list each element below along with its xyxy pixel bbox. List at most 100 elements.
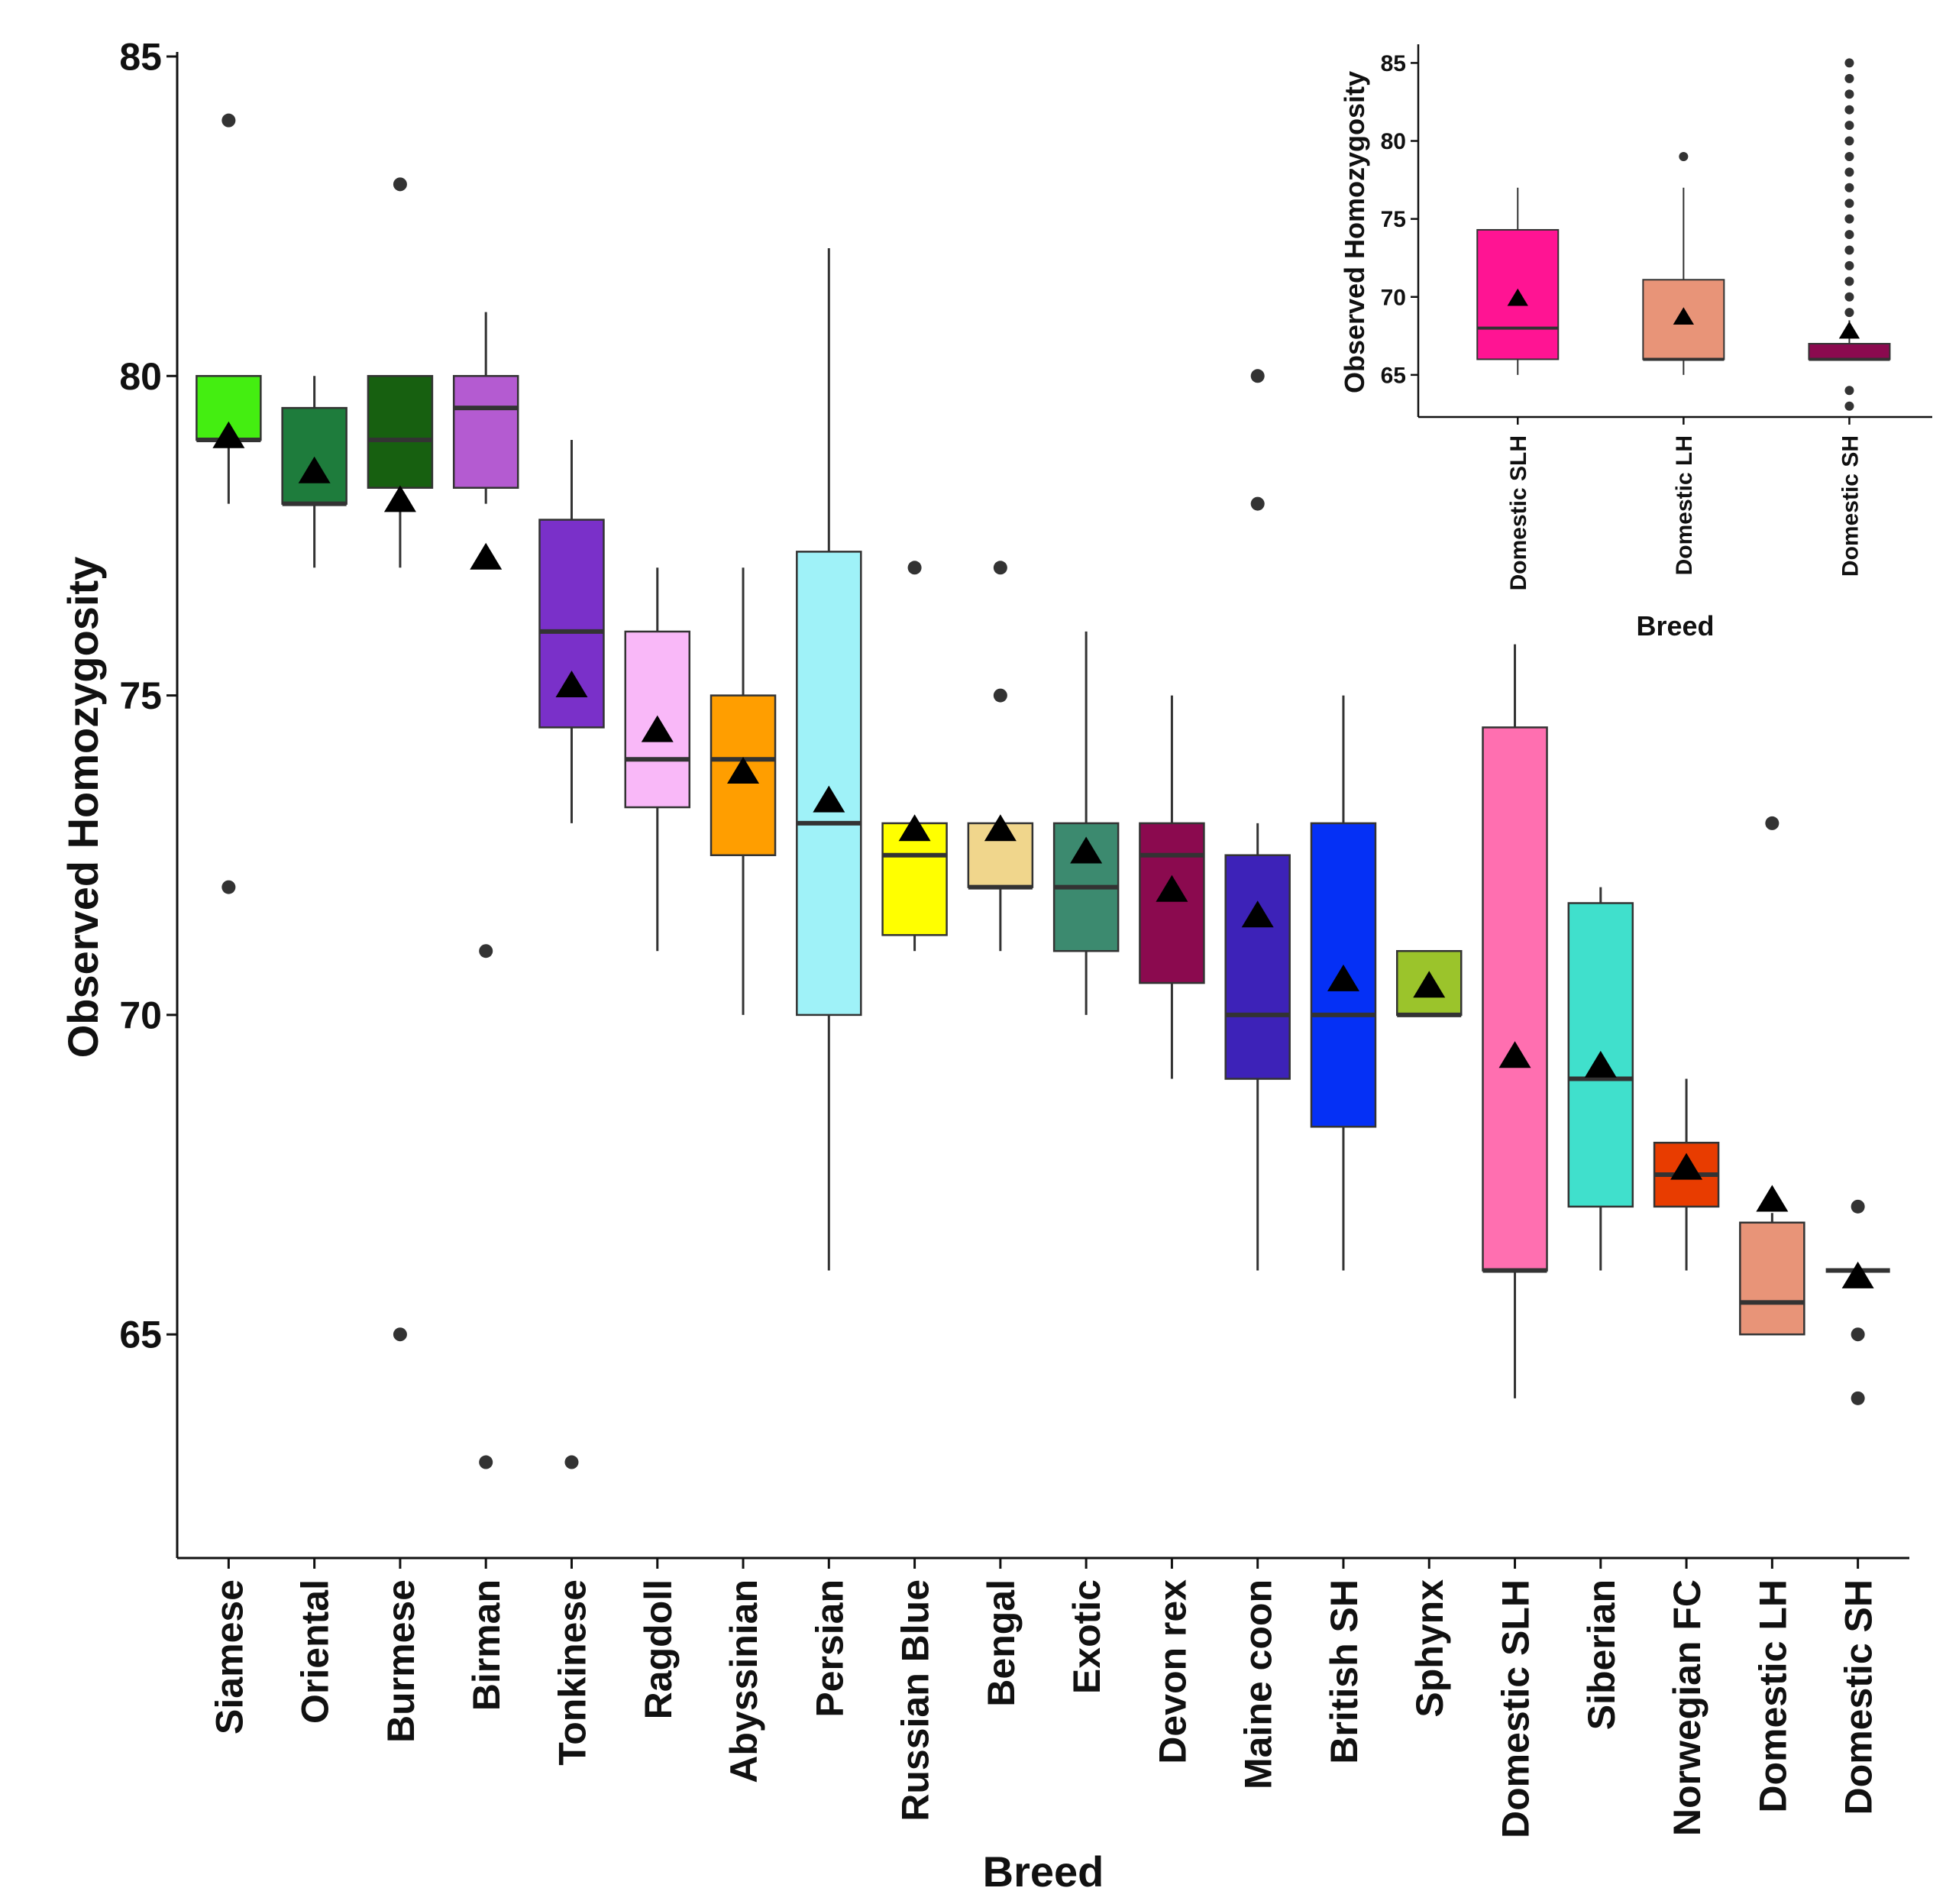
inset-outlier-domestic-sh [1844, 230, 1854, 240]
main-outlier-bengal [993, 688, 1007, 703]
main-box-birman [452, 375, 519, 489]
inset-mean-marker-domestic-lh [1673, 307, 1695, 325]
main-mean-marker-tonkinese [555, 671, 588, 698]
main-box-domestic-slh [1482, 726, 1548, 1272]
inset-outlier-domestic-sh [1844, 308, 1854, 318]
main-outlier-birman [479, 944, 493, 958]
main-mean-marker-sphynx [1413, 971, 1446, 998]
main-outlier-maine-coon [1250, 369, 1265, 383]
main-category-label-bengal: Bengal [980, 1579, 1023, 1707]
main-category-label-maine-coon: Maine coon [1237, 1579, 1280, 1789]
main-category-label-devon-rex: Devon rex [1151, 1579, 1194, 1764]
inset-outlier-domestic-sh [1844, 214, 1854, 224]
inset-outlier-domestic-sh [1844, 121, 1854, 131]
inset-outlier-domestic-sh [1844, 167, 1854, 177]
main-y-axis-title: Observed Homozygosity [59, 557, 107, 1059]
main-mean-marker-bengal [984, 814, 1017, 842]
main-outlier-bengal [993, 561, 1007, 575]
inset-box-domestic-sh [1808, 343, 1891, 360]
inset-y-tick-label: 85 [1381, 51, 1406, 76]
main-box-devon-rex [1139, 822, 1205, 984]
main-outlier-siamese [221, 880, 236, 894]
main-mean-marker-persian [813, 785, 845, 813]
inset-outlier-domestic-sh [1844, 260, 1854, 270]
main-category-label-domestic-sh: Domestic SH [1838, 1579, 1880, 1815]
main-y-tick-label: 70 [119, 994, 162, 1036]
main-category-label-british-sh: British SH [1323, 1579, 1366, 1764]
main-box-russian-blue [881, 822, 948, 936]
inset-y-axis-title: Observed Homozygosity [1339, 71, 1370, 393]
main-mean-marker-birman [470, 542, 503, 570]
main-category-label-persian: Persian [808, 1579, 851, 1718]
main-mean-marker-burmese [383, 485, 416, 512]
main-category-label-ragdoll: Ragdoll [637, 1579, 680, 1719]
main-y-tick-label: 85 [119, 36, 162, 79]
main-mean-marker-siamese [212, 421, 245, 448]
inset-outlier-domestic-sh [1844, 199, 1854, 209]
main-outlier-birman [479, 1455, 493, 1469]
main-category-label-domestic-slh: Domestic SLH [1495, 1579, 1537, 1838]
main-category-label-domestic-lh: Domestic LH [1751, 1579, 1794, 1813]
main-mean-marker-british-sh [1327, 964, 1359, 991]
main-outlier-domestic-sh [1851, 1199, 1865, 1214]
main-box-maine-coon [1224, 854, 1291, 1080]
inset-plot-group: 65 70 75 80 85 Domestic SLH Domestic LH Domesti… [1339, 44, 1932, 642]
inset-outlier-domestic-sh [1844, 292, 1854, 302]
inset-category-label-domestic-slh: Domestic SLH [1506, 435, 1531, 590]
inset-outlier-domestic-sh [1844, 151, 1854, 161]
main-category-label-abyssinian: Abyssinian [722, 1579, 765, 1783]
main-category-label-oriental: Oriental [294, 1579, 337, 1724]
inset-outlier-domestic-sh [1844, 136, 1854, 146]
main-category-label-burmese: Burmese [380, 1579, 422, 1743]
inset-outlier-domestic-sh [1844, 58, 1854, 68]
main-outlier-domestic-lh [1765, 816, 1780, 830]
main-category-label-tonkinese: Tonkinese [551, 1579, 593, 1766]
main-category-label-sphynx: Sphynx [1408, 1579, 1451, 1718]
main-x-axis-title: Breed [983, 1847, 1104, 1896]
main-category-label-birman: Birman [465, 1579, 508, 1711]
inset-category-label-domestic-sh: Domestic SH [1838, 435, 1863, 577]
main-mean-marker-devon-rex [1156, 874, 1188, 902]
main-plot-group: 65 70 75 80 85 Siamese Oriental Burmese Birman To… [59, 36, 1909, 1896]
inset-mean-marker-domestic-slh [1507, 288, 1528, 306]
inset-outlier-domestic-sh [1844, 386, 1854, 396]
main-box-oriental [281, 406, 348, 505]
inset-outlier-domestic-sh [1844, 89, 1854, 99]
main-category-label-siberian: Siberian [1580, 1579, 1623, 1730]
inset-outlier-domestic-lh [1679, 151, 1689, 161]
main-mean-marker-maine-coon [1241, 900, 1274, 928]
main-category-label-siamese: Siamese [208, 1579, 251, 1734]
main-outlier-domestic-sh [1851, 1391, 1865, 1405]
main-outlier-burmese [393, 1327, 407, 1342]
main-outlier-siamese [221, 113, 236, 128]
main-mean-marker-domestic-lh [1756, 1185, 1789, 1212]
inset-category-label-domestic-lh: Domestic LH [1672, 435, 1697, 575]
inset-mean-marker-domestic-sh [1838, 321, 1860, 339]
inset-x-axis-title: Breed [1636, 610, 1714, 642]
inset-outlier-domestic-sh [1844, 73, 1854, 83]
main-box-burmese [367, 375, 434, 489]
main-mean-marker-domestic-slh [1498, 1041, 1531, 1068]
inset-outlier-domestic-sh [1844, 276, 1854, 286]
main-mean-marker-russian-blue [898, 814, 931, 842]
inset-outlier-domestic-sh [1844, 401, 1854, 411]
main-mean-marker-ragdoll [641, 715, 674, 742]
main-mean-marker-domestic-sh [1841, 1261, 1874, 1288]
main-y-tick-label: 75 [119, 674, 162, 717]
inset-y-tick-label: 70 [1381, 285, 1406, 310]
main-box-persian [796, 551, 862, 1017]
inset-outlier-domestic-sh [1844, 183, 1854, 192]
main-mean-marker-abyssinian [727, 756, 760, 784]
main-mean-marker-oriental [298, 456, 331, 483]
main-outlier-domestic-sh [1851, 1327, 1865, 1342]
main-category-label-norwegian-fc: Norwegian FC [1666, 1579, 1708, 1836]
main-y-tick-label: 80 [119, 355, 162, 398]
inset-outlier-domestic-sh [1844, 245, 1854, 255]
main-mean-marker-norwegian-fc [1670, 1152, 1703, 1180]
inset-box-domestic-lh [1642, 279, 1725, 360]
main-outlier-burmese [393, 177, 407, 192]
inset-y-tick-label: 65 [1381, 363, 1406, 388]
main-mean-marker-siberian [1584, 1050, 1617, 1078]
